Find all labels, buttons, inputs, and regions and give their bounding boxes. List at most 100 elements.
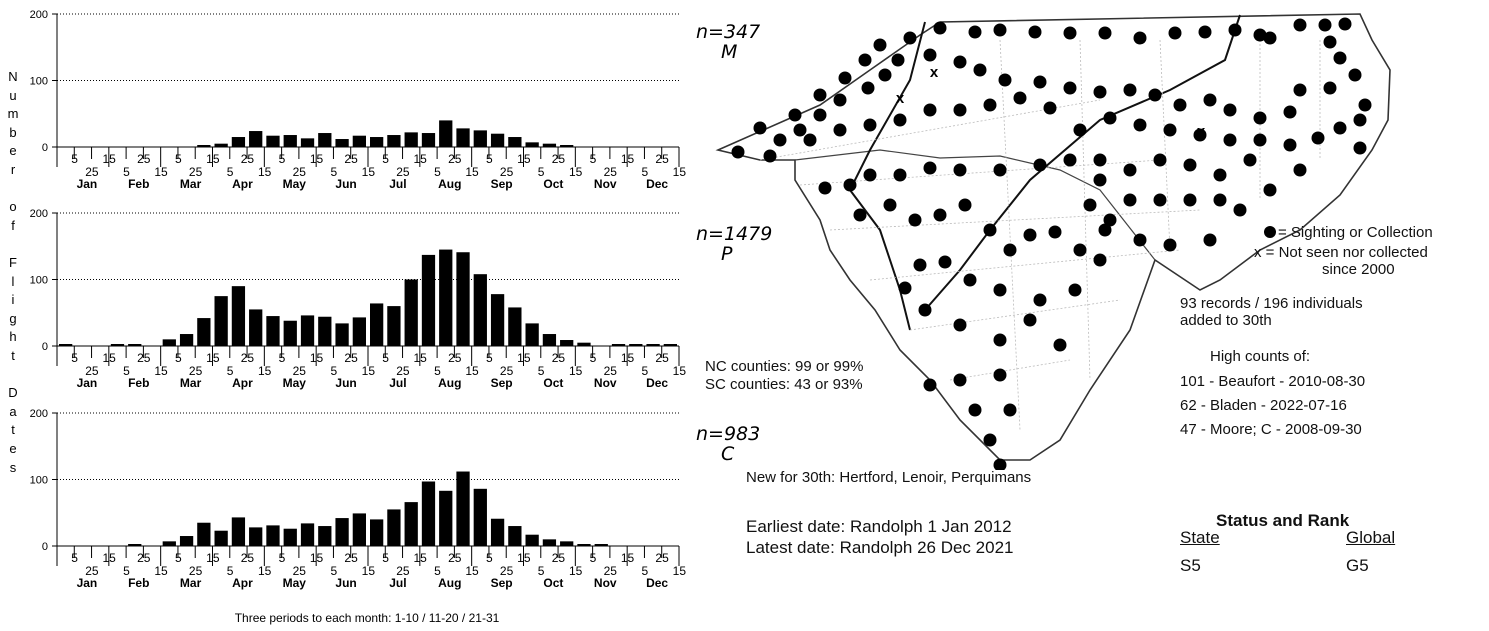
n-label-m: n=347 M	[696, 21, 761, 63]
period-label: 25	[655, 152, 669, 166]
month-label: May	[283, 376, 307, 390]
period-label: 15	[621, 351, 635, 365]
sighting-dot	[1153, 193, 1167, 207]
month-label: Oct	[543, 576, 563, 590]
period-label: 5	[590, 351, 597, 365]
month-label: May	[283, 177, 307, 191]
bar	[611, 344, 626, 346]
bar	[525, 142, 539, 147]
axis-title-letter: N	[8, 69, 18, 84]
bar	[249, 527, 263, 546]
bar	[646, 344, 660, 346]
period-label: 25	[344, 551, 358, 565]
period-label: 15	[103, 551, 117, 565]
period-label: 25	[396, 165, 410, 179]
y-tick-label: 200	[30, 208, 48, 220]
bar	[110, 344, 125, 346]
sighting-dot	[1123, 163, 1137, 177]
sighting-dot	[893, 113, 907, 127]
period-label: 15	[569, 364, 583, 378]
sighting-dot	[1063, 153, 1077, 167]
period-label: 5	[486, 551, 493, 565]
bar	[577, 342, 591, 346]
bar	[473, 130, 487, 147]
sighting-dot	[1333, 51, 1347, 65]
bar	[421, 481, 436, 546]
sighting-dot	[1093, 153, 1107, 167]
period-label: 5	[330, 165, 337, 179]
period-label: 15	[673, 564, 687, 578]
month-label: Jun	[335, 376, 356, 390]
period-label: 15	[310, 351, 324, 365]
sighting-dot	[1353, 141, 1367, 155]
bar	[629, 344, 643, 346]
sighting-dot	[1083, 198, 1097, 212]
bar	[508, 307, 522, 346]
axis-title-letter: t	[11, 422, 15, 438]
period-label: 15	[103, 351, 117, 365]
period-label: 5	[434, 165, 441, 179]
period-label: 25	[344, 152, 358, 166]
period-label: 15	[258, 364, 272, 378]
axis-title-letter: r	[10, 162, 16, 177]
not-seen-marker: x	[930, 64, 939, 81]
bar	[197, 145, 211, 147]
sighting-dot	[1223, 103, 1237, 117]
sighting-dot	[1153, 153, 1167, 167]
sighting-dot	[1073, 243, 1087, 257]
y-tick-label: 100	[30, 275, 48, 287]
sighting-dot	[1168, 26, 1182, 40]
sighting-dot	[1073, 123, 1087, 137]
period-label: 25	[137, 551, 151, 565]
sighting-dot	[1033, 293, 1047, 307]
global-value: G5	[1346, 556, 1369, 575]
sighting-dot	[838, 71, 852, 85]
period-label: 25	[189, 564, 203, 578]
period-label: 25	[448, 551, 462, 565]
bar	[542, 143, 557, 147]
period-label: 5	[123, 364, 130, 378]
bar	[283, 528, 297, 546]
sighting-dot	[1183, 193, 1197, 207]
month-label: Aug	[438, 177, 461, 191]
sighting-dot	[993, 23, 1007, 37]
period-label: 15	[362, 165, 376, 179]
period-label: 15	[206, 152, 220, 166]
period-label: 5	[382, 351, 389, 365]
bar	[421, 254, 436, 346]
bar	[162, 541, 176, 546]
bar	[490, 518, 505, 546]
period-label: 5	[71, 551, 78, 565]
month-label: Feb	[128, 376, 149, 390]
period-label: 25	[552, 351, 566, 365]
sighting-dot	[1053, 338, 1067, 352]
period-label: 5	[382, 152, 389, 166]
sighting-dot	[963, 273, 977, 287]
period-label: 5	[175, 351, 182, 365]
sighting-dot	[993, 333, 1007, 347]
period-label: 15	[154, 165, 168, 179]
month-label: Oct	[543, 376, 563, 390]
sighting-dot	[861, 81, 875, 95]
period-label: 25	[500, 364, 514, 378]
bar	[59, 344, 73, 346]
period-label: 15	[517, 351, 531, 365]
n-label-c: n=983 C	[696, 423, 761, 465]
axis-title-letter: f	[11, 217, 15, 233]
period-label: 25	[137, 152, 151, 166]
legend-sighting: = Sighting or Collection	[1264, 224, 1433, 241]
period-label: 5	[227, 364, 234, 378]
period-label: 25	[241, 152, 255, 166]
sighting-dot	[1253, 28, 1267, 42]
sighting-dot	[953, 373, 967, 387]
period-label: 25	[293, 165, 307, 179]
period-label: 15	[569, 564, 583, 578]
period-label: 15	[414, 152, 428, 166]
month-label: Nov	[594, 576, 617, 590]
bar	[560, 145, 574, 147]
county-line	[999, 39, 1021, 431]
sighting-dot	[1033, 75, 1047, 89]
period-label: 5	[175, 152, 182, 166]
sighting-dot	[731, 145, 745, 159]
y-tick-label: 100	[30, 76, 48, 88]
